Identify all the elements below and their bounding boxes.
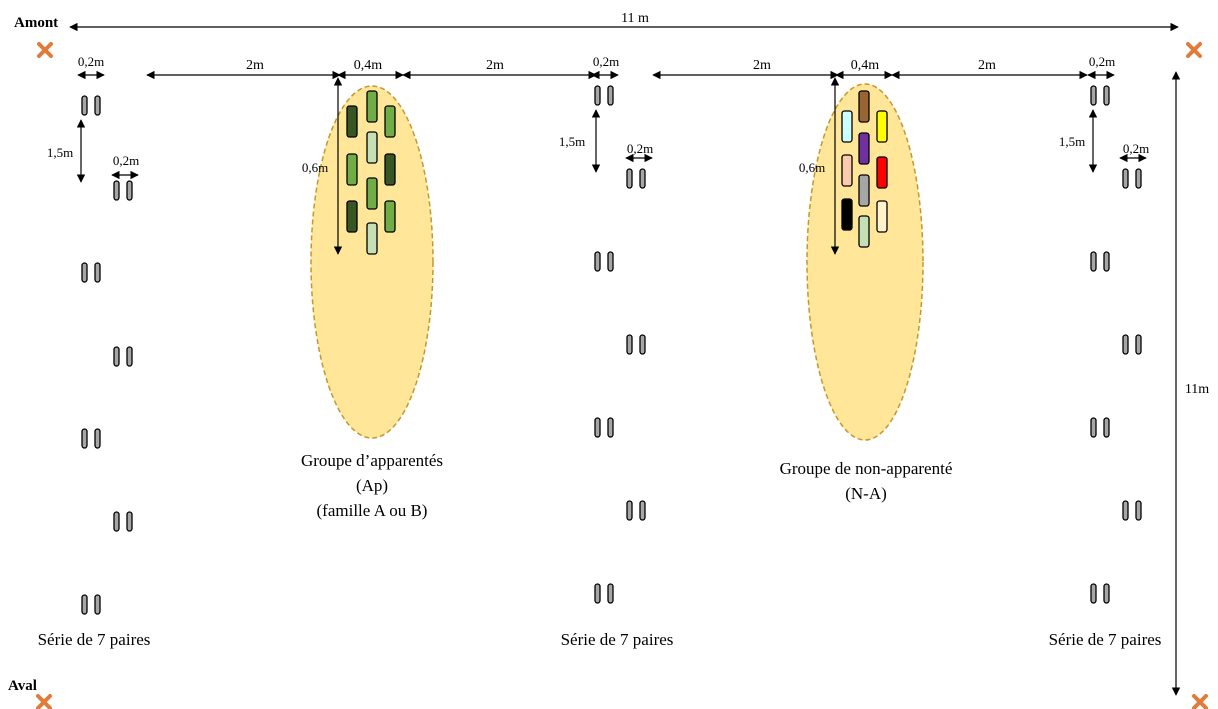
pot bbox=[594, 85, 601, 106]
pot bbox=[1135, 500, 1142, 521]
pair-gap-label: 0,2m bbox=[1089, 54, 1115, 69]
group-ap-pot bbox=[384, 105, 396, 138]
group-na-caption-line1: Groupe de non-apparenté bbox=[780, 459, 953, 478]
group-na-pot bbox=[858, 90, 870, 123]
pot bbox=[1122, 334, 1129, 355]
pot bbox=[81, 428, 88, 449]
pot bbox=[626, 168, 633, 189]
pair-gap-label: 0,2m bbox=[593, 54, 619, 69]
group-ap-pot bbox=[346, 153, 358, 186]
cross-marker-icon bbox=[1186, 42, 1202, 58]
group-gap-label: 2m bbox=[246, 58, 264, 73]
pot bbox=[1090, 417, 1097, 438]
width-label: 11 m bbox=[621, 11, 649, 26]
group-na-pot bbox=[841, 110, 853, 143]
group-ap-caption-line2: (Ap) bbox=[356, 476, 388, 495]
pot bbox=[1103, 583, 1110, 604]
pot bbox=[1103, 417, 1110, 438]
pot bbox=[607, 583, 614, 604]
group-ap-pot bbox=[384, 153, 396, 186]
pair-gap-label: 0,2m bbox=[1123, 141, 1149, 156]
pot bbox=[1103, 85, 1110, 106]
pair-gap-label: 0,2m bbox=[113, 153, 139, 168]
pot bbox=[1122, 500, 1129, 521]
amont-label: Amont bbox=[14, 15, 58, 31]
group-ap-pot bbox=[346, 105, 358, 138]
cross-marker-icon bbox=[37, 42, 53, 58]
group-gap-label: 2m bbox=[753, 58, 771, 73]
group-na-pot bbox=[876, 110, 888, 143]
pot bbox=[607, 417, 614, 438]
pot bbox=[1090, 85, 1097, 106]
group-gap-label: 2m bbox=[486, 58, 504, 73]
group-na-pot bbox=[876, 156, 888, 189]
aval-label: Aval bbox=[8, 678, 37, 694]
group-ap-pot bbox=[346, 200, 358, 233]
pot bbox=[594, 251, 601, 272]
pot bbox=[607, 251, 614, 272]
pot bbox=[113, 511, 120, 532]
pot bbox=[594, 417, 601, 438]
row-gap-label: 1,5m bbox=[47, 145, 73, 160]
height-label: 11m bbox=[1185, 382, 1209, 397]
group-height-label: 0,6m bbox=[799, 160, 825, 175]
pot bbox=[126, 180, 133, 201]
pot bbox=[126, 346, 133, 367]
group-na-caption-line2: (N-A) bbox=[845, 484, 887, 503]
group-width-label: 0,4m bbox=[851, 58, 880, 73]
pot bbox=[1103, 251, 1110, 272]
pot bbox=[113, 346, 120, 367]
pot bbox=[1135, 334, 1142, 355]
cross-marker-icon bbox=[1192, 694, 1208, 709]
pot bbox=[94, 428, 101, 449]
pot bbox=[81, 262, 88, 283]
pair-gap-label: 0,2m bbox=[627, 141, 653, 156]
pot bbox=[639, 168, 646, 189]
group-na-pot bbox=[876, 200, 888, 233]
group-ap-pot bbox=[366, 222, 378, 255]
row-gap-label: 1,5m bbox=[559, 134, 585, 149]
group-na-pot bbox=[858, 132, 870, 165]
group-height-label: 0,6m bbox=[302, 160, 328, 175]
group-ap-caption-line1: Groupe d’apparentés bbox=[301, 451, 443, 470]
group-na-pot bbox=[841, 154, 853, 187]
pot bbox=[639, 500, 646, 521]
pot bbox=[94, 262, 101, 283]
group-ap-pot bbox=[366, 131, 378, 164]
pot bbox=[607, 85, 614, 106]
pot bbox=[126, 511, 133, 532]
group-gap-label: 2m bbox=[978, 58, 996, 73]
pot bbox=[626, 334, 633, 355]
pair-gap-label: 0,2m bbox=[78, 54, 104, 69]
group-na-pot bbox=[841, 198, 853, 231]
group-ap-caption-line3: (famille A ou B) bbox=[317, 501, 428, 520]
pot bbox=[81, 95, 88, 116]
pot bbox=[94, 594, 101, 615]
group-ap-pot bbox=[366, 90, 378, 123]
pot bbox=[94, 95, 101, 116]
series-label-middle: Série de 7 paires bbox=[561, 630, 674, 649]
group-ap-pot bbox=[366, 177, 378, 210]
group-na-pot bbox=[858, 215, 870, 248]
pot bbox=[1090, 583, 1097, 604]
pot bbox=[1135, 168, 1142, 189]
pot bbox=[113, 180, 120, 201]
pot bbox=[626, 500, 633, 521]
group-ap-pot bbox=[384, 200, 396, 233]
pot bbox=[639, 334, 646, 355]
pot bbox=[594, 583, 601, 604]
series-label-left: Série de 7 paires bbox=[38, 630, 151, 649]
pot bbox=[81, 594, 88, 615]
row-gap-label: 1,5m bbox=[1059, 134, 1085, 149]
pot bbox=[1122, 168, 1129, 189]
cross-marker-icon bbox=[36, 694, 52, 709]
group-na-pot bbox=[858, 174, 870, 207]
pot bbox=[1090, 251, 1097, 272]
group-width-label: 0,4m bbox=[354, 58, 383, 73]
series-label-right: Série de 7 paires bbox=[1049, 630, 1162, 649]
